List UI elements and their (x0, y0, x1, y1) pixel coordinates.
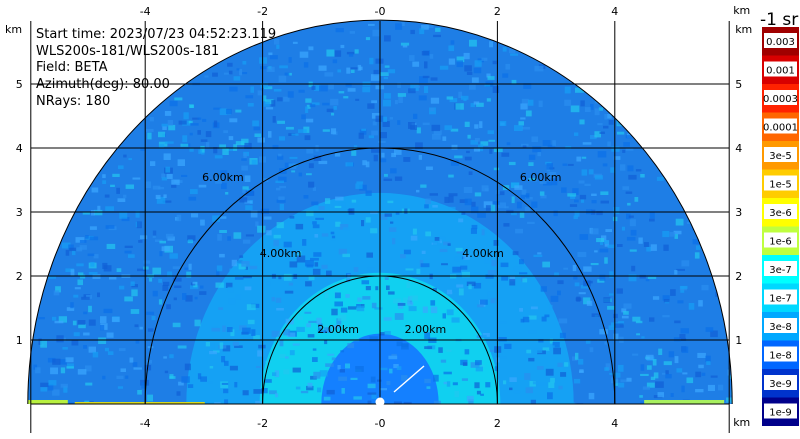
colorbar-label-bg (764, 204, 797, 219)
range-ring (144, 147, 616, 405)
colorbar-level-label: 1e-6 (769, 237, 792, 248)
y-tick-label-right: 2 (735, 270, 742, 283)
colorbar-level-label: 1e-7 (769, 294, 792, 305)
colorbar-level-label: 3e-9 (769, 379, 792, 390)
colorbar-label-bg (764, 61, 797, 77)
y-tick-label-left: 1 (16, 334, 23, 347)
range-rings: 2.00km 2.00km 4.00km 4.00km 6.00km 6.00km (27, 19, 733, 405)
colorbar-label-bg (764, 403, 797, 419)
range-ring-label: 2.00km (405, 323, 447, 336)
y-tick-label-right: 4 (735, 142, 742, 155)
y-unit-label-right: km (735, 23, 752, 36)
colorbar-level-label: 3e-5 (769, 151, 792, 162)
colorbar-unit-label: -1 sr (760, 10, 798, 30)
x-tick-label-top: -4 (140, 5, 151, 18)
colorbar-label-bg (764, 375, 797, 390)
start-time-label: Start time: 2023/07/23 04:52:23.119 (36, 27, 276, 42)
instrument-label: WLS200s-181/WLS200s-181 (36, 44, 219, 59)
colorbar-label-bg (764, 346, 797, 362)
range-ring (27, 19, 733, 405)
info-text: Start time: 2023/07/23 04:52:23.119 WLS2… (36, 27, 276, 109)
x-tick-label-bottom: -0 (375, 417, 386, 430)
colorbar-label-bg (764, 90, 797, 105)
range-ring-label: 6.00km (520, 171, 562, 184)
clutter-mid (74, 402, 205, 404)
colorbar-level-label: 1e-9 (769, 408, 792, 419)
x-tick-label-bottom: -2 (257, 417, 268, 430)
range-ring-label: 2.00km (317, 323, 359, 336)
x-tick-label-bottom: 2 (494, 417, 501, 430)
colorbar-level-label: 3e-8 (769, 322, 792, 333)
colorbar-level-label: 0.003 (766, 37, 795, 48)
x-tick-label-top: -0 (375, 5, 386, 18)
colorbar-label-bg (764, 261, 797, 276)
origin-marker (375, 397, 385, 407)
clutter-left (27, 400, 68, 404)
x-tick-label-bottom: -4 (140, 417, 151, 430)
colorbar-label-bg (764, 318, 797, 333)
colorbar-level-label: 0.0001 (763, 123, 798, 134)
range-ring-label: 4.00km (462, 247, 504, 260)
nrays-label: NRays: 180 (36, 94, 110, 109)
colorbar-level-label: 3e-6 (769, 208, 792, 219)
azimuth-label: Azimuth(deg): 80.00 (36, 77, 170, 92)
colorbar-label-bg (764, 33, 797, 48)
colorbar-label-bg (764, 289, 797, 305)
x-unit-label-top: km (733, 4, 750, 17)
x-tick-label-top: 2 (494, 5, 501, 18)
colorbar-level-label: 1e-5 (769, 180, 792, 191)
y-tick-label-right: 3 (735, 206, 742, 219)
colorbar-label-bg (764, 232, 797, 248)
colorbar-label-bg (764, 147, 797, 162)
range-ring-label: 6.00km (202, 171, 244, 184)
colorbar-level-label: 1e-8 (769, 351, 792, 362)
sector-texture (28, 21, 733, 405)
x-tick-label-top: 4 (611, 5, 618, 18)
y-unit-label-left: km (5, 23, 22, 36)
x-tick-label-top: -2 (257, 5, 268, 18)
y-tick-label-left: 3 (16, 206, 23, 219)
range-ring (262, 275, 498, 405)
colorbar: 0.003 0.001 0.0003 0.0001 3e-5 1e-5 3e-6 1e-6 3e… (760, 10, 799, 426)
field-label: Field: BETA (36, 60, 108, 75)
range-ring-label: 4.00km (260, 247, 302, 260)
colorbar-label-bg (764, 175, 797, 191)
x-unit-label-bottom: km (733, 416, 750, 429)
colorbar-label-bg (764, 118, 797, 134)
axis-ticks: -4 -4 -2 -2 -0 -0 2 2 4 4 1 1 2 2 3 3 4 4 5 5 km km km km (5, 4, 752, 430)
y-tick-label-right: 1 (735, 334, 742, 347)
y-tick-label-left: 5 (16, 78, 23, 91)
colorbar-level-label: 0.001 (766, 66, 795, 77)
colorbar-level-label: 0.0003 (763, 94, 798, 105)
y-tick-label-left: 2 (16, 270, 23, 283)
beam-indicator (393, 365, 425, 393)
x-tick-label-bottom: 4 (611, 417, 618, 430)
colorbar-level-label: 3e-7 (769, 265, 792, 276)
y-tick-label-right: 5 (735, 78, 742, 91)
y-tick-label-left: 4 (16, 142, 23, 155)
clutter-right (644, 400, 725, 404)
